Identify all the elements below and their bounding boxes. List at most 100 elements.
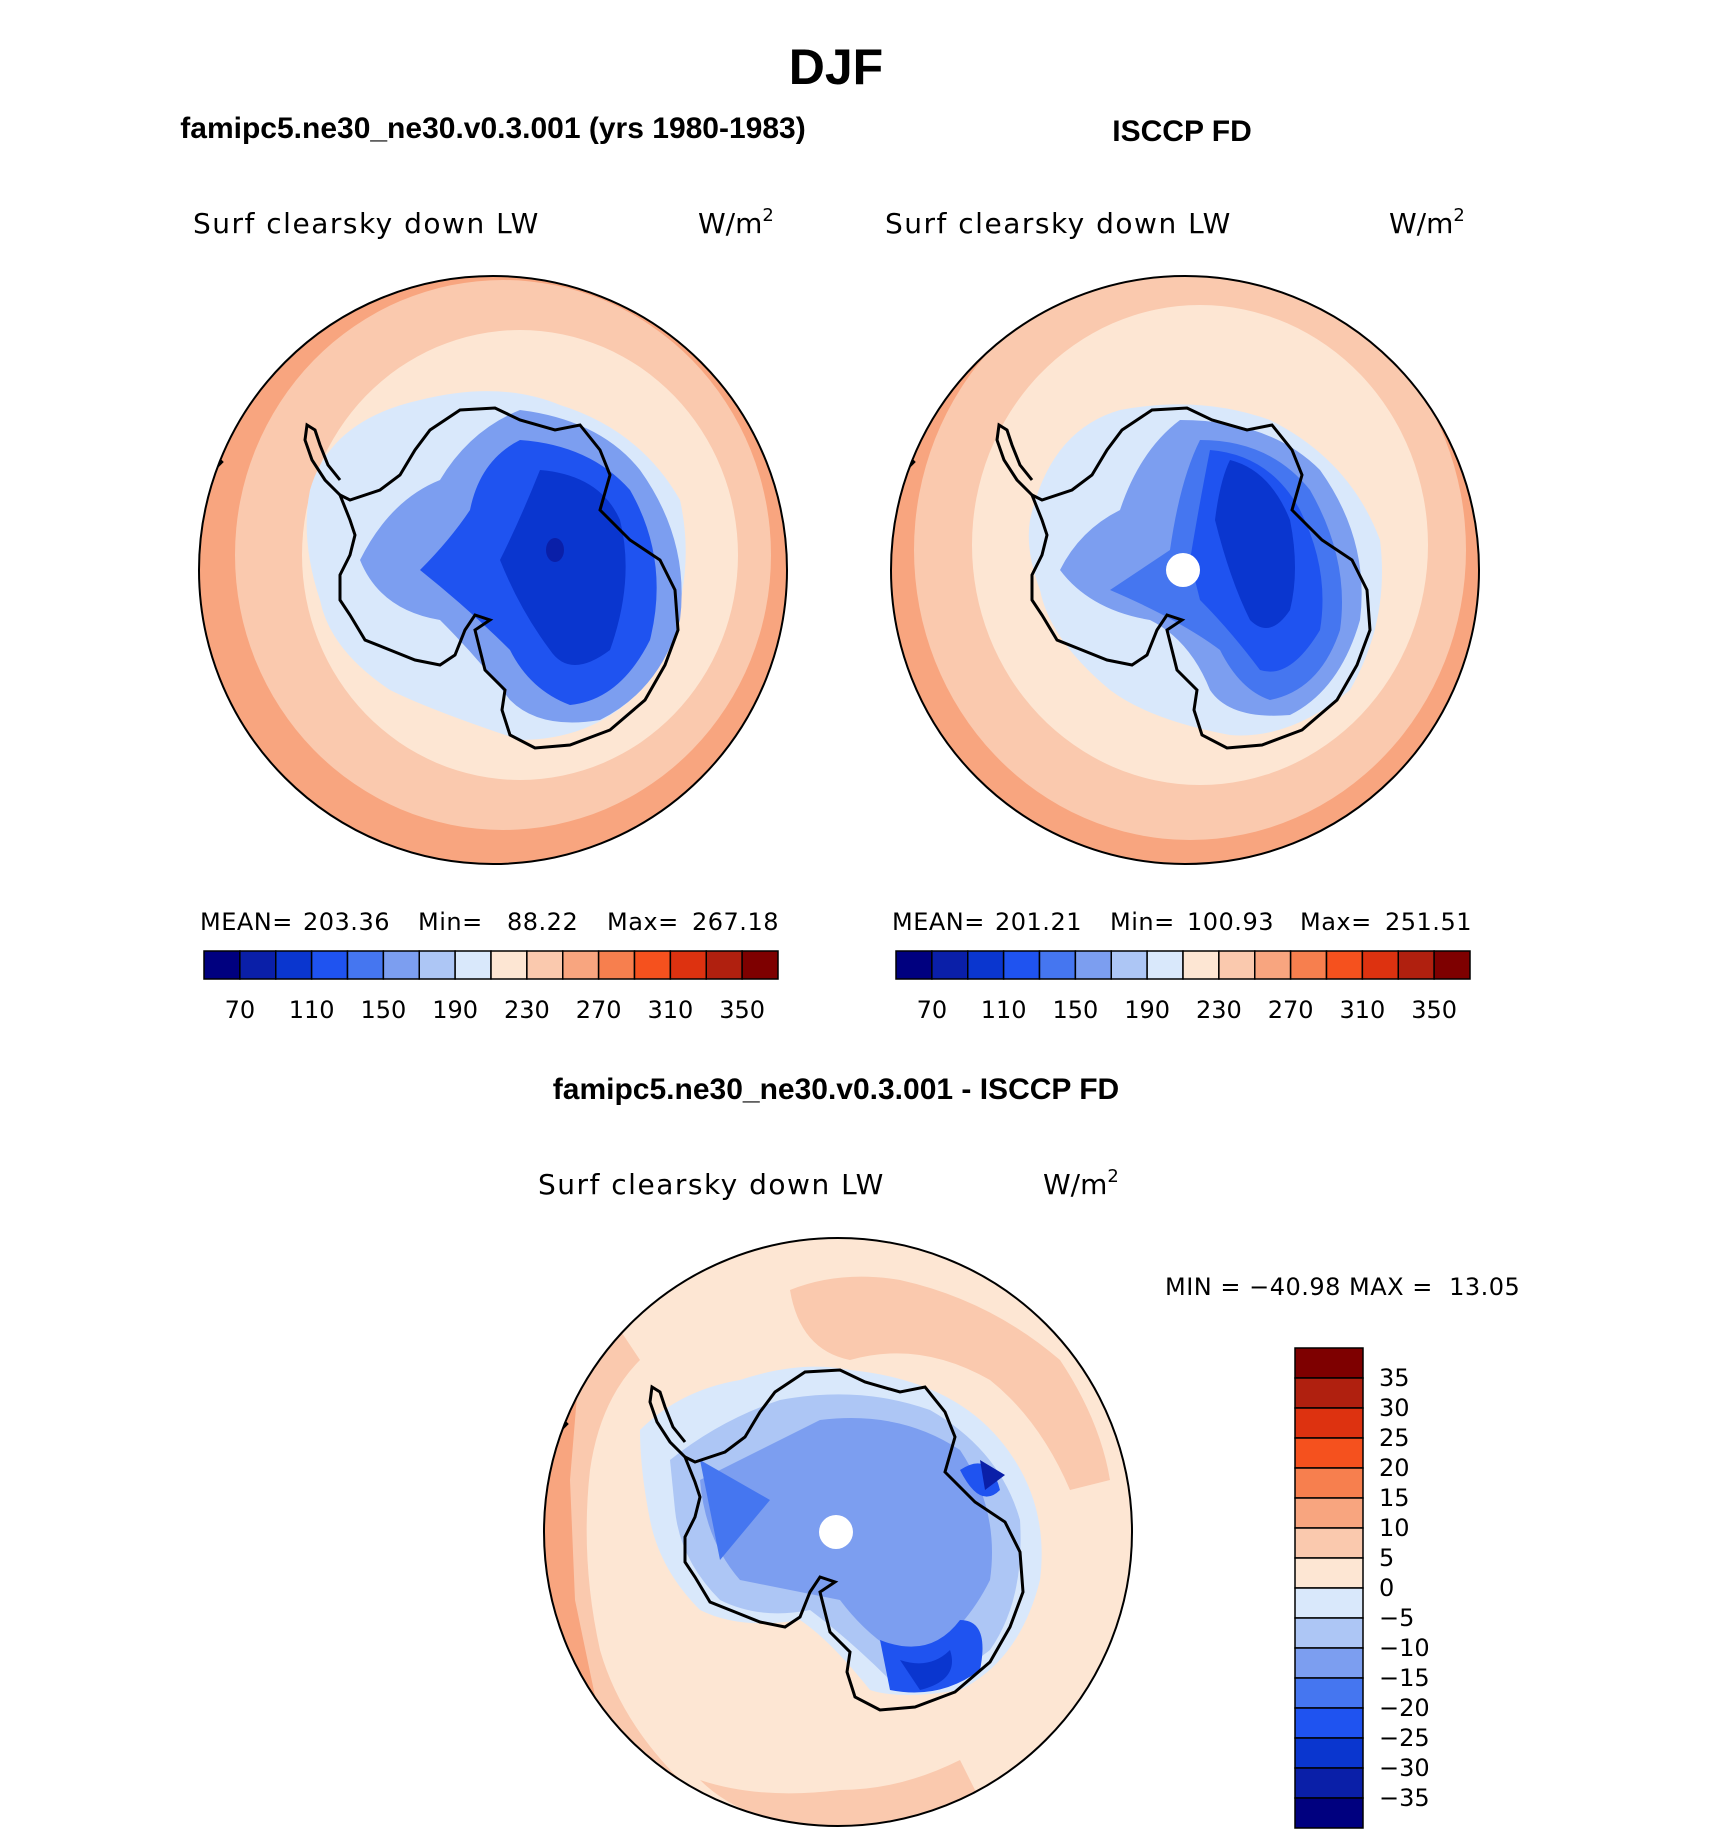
panel-observation-colorbar-box: [1146, 950, 1184, 980]
panel-model-stats: MEAN= 203.36 Min= 88.22 Max= 267.18: [200, 908, 779, 936]
panel-observation-max-value: 251.51: [1385, 908, 1472, 936]
panel-observation-colorbar-box: [931, 950, 969, 980]
panel-difference-colorbar-box: [1294, 1377, 1364, 1409]
panel-observation-colorbar-tick-label: 310: [1339, 996, 1385, 1024]
panel-difference-colorbar-tick-label: 20: [1379, 1454, 1410, 1482]
panel-difference-colorbar-tick-label: −15: [1379, 1664, 1430, 1692]
panel-difference-colorbar-box: [1294, 1497, 1364, 1529]
map-fill-negative-20b: [880, 1620, 983, 1693]
panel-model-colorbar-box: [310, 950, 349, 980]
panel-observation-units-exponent: 2: [1453, 205, 1464, 226]
panel-observation-colorbar-tick-label: 190: [1124, 996, 1170, 1024]
panel-observation-min-label: Min=: [1110, 908, 1175, 936]
panel-model-max-value: 267.18: [692, 908, 779, 936]
panel-difference-colorbar-box: [1294, 1797, 1364, 1829]
panel-difference-colorbar-tick-label: 15: [1379, 1484, 1410, 1512]
panel-difference-colorbar-box: [1294, 1617, 1364, 1649]
panel-difference-stats: MIN = −40.98 MAX = 13.05: [1165, 1273, 1520, 1301]
panel-observation-units: W/m2: [1389, 205, 1465, 240]
panel-observation-min-value: 100.93: [1187, 908, 1274, 936]
panel-observation-max-label: Max=: [1300, 908, 1372, 936]
panel-model-units-exponent: 2: [762, 205, 773, 226]
panel-observation-colorbar-tick-label: 70: [917, 996, 948, 1024]
panel-observation-colorbar-box: [1074, 950, 1112, 980]
panel-observation-colorbar-tick-label: 230: [1196, 996, 1242, 1024]
panel-model-colorbar-box: [741, 950, 779, 980]
panel-difference-colorbar-tick-label: 35: [1379, 1364, 1410, 1392]
panel-difference-colorbar-box: [1294, 1587, 1364, 1619]
panel-difference-colorbar-box: [1294, 1527, 1364, 1559]
panel-observation-variable-label: Surf clearsky down LW: [885, 207, 1232, 240]
panel-model-colorbar-box: [526, 950, 564, 980]
map-fill-negative-25: [900, 1650, 952, 1690]
panel-difference-heading: famipc5.ne30_ne30.v0.3.001 - ISCCP FD: [553, 1073, 1119, 1106]
panel-difference-colorbar-tick-label: −25: [1379, 1724, 1430, 1752]
panel-difference: famipc5.ne30_ne30.v0.3.001 - ISCCP FD Su…: [538, 1073, 1520, 1829]
panel-model-colorbar-tick-label: 70: [225, 996, 256, 1024]
figure-title: DJF: [789, 39, 883, 95]
panel-model-colorbar: [203, 950, 779, 980]
panel-observation-colorbar-tick-label: 350: [1411, 996, 1457, 1024]
panel-model-min-value: 88.22: [507, 908, 578, 936]
map-fill-negative-30: [980, 1460, 1005, 1490]
panel-model-mean-label: MEAN=: [200, 908, 293, 936]
panel-model-colorbar-box: [562, 950, 600, 980]
panel-model-colorbar-box: [597, 950, 636, 980]
panel-observation: ISCCP FD Surf clearsky down LW W/m2 MEAN…: [885, 115, 1480, 1024]
panel-model-colorbar-tick-label: 310: [647, 996, 693, 1024]
panel-difference-colorbar-tick-label: −10: [1379, 1634, 1430, 1662]
panel-difference-colorbar-box: [1294, 1707, 1364, 1739]
panel-observation-colorbar-ticks: 70 110 150 190 230 270 310 350: [917, 996, 1457, 1024]
panel-model-colorbar-box: [382, 950, 420, 980]
panel-difference-colorbar-tick-label: 10: [1379, 1514, 1410, 1542]
panel-observation-mean-label: MEAN=: [892, 908, 985, 936]
panel-model-colorbar-tick-label: 190: [432, 996, 478, 1024]
panel-model-heading: famipc5.ne30_ne30.v0.3.001 (yrs 1980-198…: [180, 112, 805, 145]
panel-observation-colorbar-box: [967, 950, 1005, 980]
panel-model-colorbar-box: [669, 950, 707, 980]
panel-difference-colorbar-tick-label: −30: [1379, 1754, 1430, 1782]
panel-model-colorbar-tick-label: 230: [504, 996, 550, 1024]
panel-observation-colorbar-box: [1254, 950, 1292, 980]
pole-hole: [819, 1515, 853, 1549]
panel-difference-colorbar-box: [1294, 1647, 1364, 1679]
panel-difference-colorbar-tick-label: 30: [1379, 1394, 1410, 1422]
panel-model-colorbar-tick-label: 350: [719, 996, 765, 1024]
panel-observation-colorbar-box: [1218, 950, 1256, 980]
panel-model-colorbar-box: [418, 950, 456, 980]
panel-difference-colorbar: [1294, 1347, 1364, 1829]
panel-observation-colorbar: [895, 950, 1471, 980]
panel-model-colorbar-tick-label: 270: [576, 996, 622, 1024]
panel-difference-colorbar-tick-label: −35: [1379, 1784, 1430, 1812]
panel-model-mean-value: 203.36: [303, 908, 390, 936]
panel-difference-colorbar-box: [1294, 1467, 1364, 1499]
map-fill-positive-south: [700, 1760, 980, 1826]
panel-model-variable-label: Surf clearsky down LW: [193, 207, 540, 240]
panel-difference-map-border: [543, 1237, 1133, 1827]
panel-difference-colorbar-tick-label: 0: [1379, 1574, 1394, 1602]
panel-difference-colorbar-box: [1294, 1677, 1364, 1709]
panel-difference-colorbar-box: [1294, 1437, 1364, 1469]
panel-difference-colorbar-box: [1294, 1737, 1364, 1769]
panel-difference-colorbar-box: [1294, 1767, 1364, 1799]
panel-model: famipc5.ne30_ne30.v0.3.001 (yrs 1980-198…: [180, 112, 805, 1024]
panel-model-colorbar-box: [454, 950, 492, 980]
panel-difference-colorbar-box: [1294, 1347, 1364, 1379]
panel-difference-colorbar-box: [1294, 1407, 1364, 1439]
panel-observation-units-base: W/m: [1389, 207, 1453, 240]
panel-model-map: [199, 276, 787, 864]
panel-observation-colorbar-box: [1397, 950, 1435, 980]
panel-model-max-label: Max=: [607, 908, 679, 936]
panel-difference-colorbar-box: [1294, 1557, 1364, 1589]
map-fill-core: [1215, 460, 1295, 628]
panel-observation-colorbar-box: [1433, 950, 1471, 980]
panel-model-colorbar-ticks: 70 110 150 190 230 270 310 350: [225, 996, 765, 1024]
panel-observation-colorbar-box: [1038, 950, 1077, 980]
panel-observation-colorbar-box: [1002, 950, 1041, 980]
panel-difference-units: W/m2: [1043, 1166, 1119, 1201]
panel-model-colorbar-tick-label: 110: [289, 996, 335, 1024]
panel-difference-map: [544, 1238, 1132, 1826]
panel-model-colorbar-box: [633, 950, 672, 980]
